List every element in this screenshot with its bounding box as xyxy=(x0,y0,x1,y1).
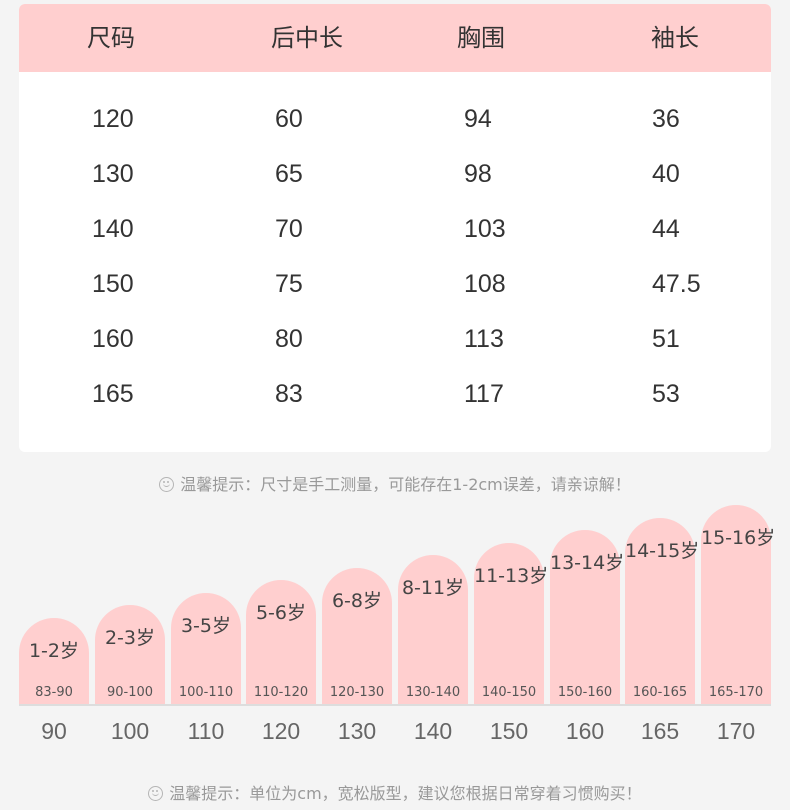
cell-chest: 103 xyxy=(464,215,506,243)
header-back-length: 后中长 xyxy=(271,24,343,52)
table-row: 160 80 113 51 xyxy=(19,312,771,367)
age-height-chart: 1-2岁 83-90 90 2-3岁 90-100 100 3-5岁 100-110 110 5-… xyxy=(0,480,790,780)
age-bar: 2-3岁 90-100 xyxy=(95,605,165,704)
cell-sleeve: 40 xyxy=(652,160,680,188)
age-label: 15-16岁 xyxy=(701,527,776,549)
age-label: 3-5岁 xyxy=(180,615,232,637)
cell-chest: 94 xyxy=(464,105,492,133)
measurement-tip-text: 温馨提示：尺寸是手工测量，可能存在1-2cm误差，请亲谅解！ xyxy=(180,475,631,494)
cell-back-length: 80 xyxy=(275,325,303,353)
smile-icon xyxy=(159,477,175,492)
height-range-label: 100-110 xyxy=(178,685,234,700)
age-bar: 8-11岁 130-140 xyxy=(398,555,468,704)
measurement-tip: 温馨提示：尺寸是手工测量，可能存在1-2cm误差，请亲谅解！ xyxy=(0,471,790,495)
age-bar: 14-15岁 160-165 xyxy=(625,518,700,704)
age-label: 5-6岁 xyxy=(255,602,307,624)
age-bar: 1-2岁 83-90 xyxy=(19,618,89,704)
cell-sleeve: 44 xyxy=(652,215,680,243)
age-bar: 3-5岁 100-110 xyxy=(171,593,241,704)
cell-chest: 113 xyxy=(464,325,504,353)
cell-size: 165 xyxy=(92,380,134,408)
height-range-label: 130-140 xyxy=(405,685,461,700)
header-size: 尺码 xyxy=(87,24,135,52)
table-row: 150 75 108 47.5 xyxy=(19,257,771,312)
age-label: 6-8岁 xyxy=(331,590,383,612)
height-label: 100 xyxy=(110,718,150,744)
table-row: 120 60 94 36 xyxy=(19,92,771,147)
chart-baseline xyxy=(19,704,771,706)
table-row: 140 70 103 44 xyxy=(19,202,771,257)
age-bar: 6-8岁 120-130 xyxy=(322,568,392,704)
cell-size: 140 xyxy=(92,215,134,243)
height-label: 160 xyxy=(565,718,605,744)
height-label: 165 xyxy=(640,718,680,744)
cell-back-length: 65 xyxy=(275,160,303,188)
height-range-label: 83-90 xyxy=(35,685,73,700)
age-bar: 11-13岁 140-150 xyxy=(474,543,549,704)
size-table: 尺码 后中长 胸围 袖长 120 60 94 36 130 65 98 40 1… xyxy=(19,4,771,452)
unit-tip-text: 温馨提示：单位为cm，宽松版型，建议您根据日常穿着习惯购买！ xyxy=(169,784,642,803)
height-range-label: 90-100 xyxy=(106,685,154,700)
age-label: 2-3岁 xyxy=(104,627,156,649)
height-label: 150 xyxy=(489,718,529,744)
header-sleeve: 袖长 xyxy=(651,24,699,52)
cell-sleeve: 36 xyxy=(652,105,680,133)
age-label: 1-2岁 xyxy=(28,640,80,662)
height-label: 130 xyxy=(337,718,377,744)
cell-chest: 117 xyxy=(464,380,504,408)
header-chest: 胸围 xyxy=(457,24,505,52)
cell-back-length: 60 xyxy=(275,105,303,133)
height-range-label: 160-165 xyxy=(632,685,688,700)
cell-size: 150 xyxy=(92,270,134,298)
age-label: 13-14岁 xyxy=(550,552,625,574)
table-header: 尺码 后中长 胸围 袖长 xyxy=(19,4,771,72)
table-row: 165 83 117 53 xyxy=(19,367,771,422)
cell-chest: 108 xyxy=(464,270,506,298)
cell-chest: 98 xyxy=(464,160,492,188)
cell-sleeve: 51 xyxy=(652,325,680,353)
cell-sleeve: 47.5 xyxy=(652,270,701,298)
cell-sleeve: 53 xyxy=(652,380,680,408)
age-bar: 15-16岁 165-170 xyxy=(701,505,776,704)
height-label: 120 xyxy=(261,718,301,744)
cell-size: 120 xyxy=(92,105,134,133)
cell-size: 160 xyxy=(92,325,134,353)
table-row: 130 65 98 40 xyxy=(19,147,771,202)
height-label: 90 xyxy=(41,718,67,744)
smile-icon xyxy=(148,786,164,801)
unit-tip: 温馨提示：单位为cm，宽松版型，建议您根据日常穿着习惯购买！ xyxy=(0,780,790,804)
height-range-label: 110-120 xyxy=(253,685,309,700)
age-label: 14-15岁 xyxy=(625,540,700,562)
height-range-label: 140-150 xyxy=(481,685,537,700)
cell-back-length: 70 xyxy=(275,215,303,243)
height-range-label: 165-170 xyxy=(708,685,764,700)
height-label: 140 xyxy=(413,718,453,744)
age-bar: 13-14岁 150-160 xyxy=(550,530,625,704)
age-label: 11-13岁 xyxy=(474,565,549,587)
cell-back-length: 75 xyxy=(275,270,303,298)
height-range-label: 120-130 xyxy=(329,685,385,700)
height-label: 110 xyxy=(187,718,225,744)
cell-size: 130 xyxy=(92,160,134,188)
age-bar: 5-6岁 110-120 xyxy=(246,580,316,704)
age-label: 8-11岁 xyxy=(401,577,465,599)
height-label: 170 xyxy=(716,718,756,744)
cell-back-length: 83 xyxy=(275,380,303,408)
height-range-label: 150-160 xyxy=(557,685,613,700)
